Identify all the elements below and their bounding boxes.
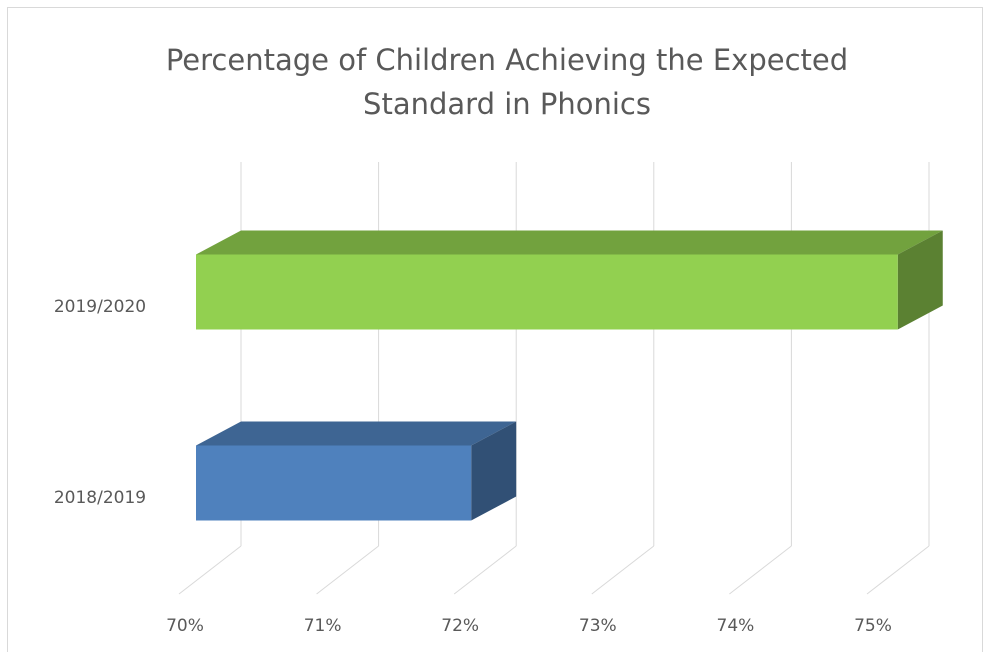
bar (196, 254, 898, 330)
gridlines (178, 162, 930, 595)
floor-gridline (729, 545, 792, 595)
x-tick-label: 71% (304, 616, 342, 636)
x-tick-label: 70% (166, 616, 204, 636)
bar-side-face (897, 230, 943, 330)
x-tick-label: 72% (441, 616, 479, 636)
bar (196, 445, 472, 521)
bar-side-face (471, 421, 517, 521)
floor-gridline (866, 545, 930, 595)
labels: 70% 71% 72% 73% 74% 75% 2019/2020 2018/2019 (54, 297, 892, 636)
floor-gridline (453, 545, 517, 595)
category-label: 2018/2019 (54, 488, 146, 508)
category-label: 2019/2020 (54, 297, 146, 317)
floor-gridline (178, 545, 242, 595)
x-tick-label: 73% (579, 616, 617, 636)
chart-title: Percentage of Children Achieving the Exp… (165, 43, 849, 121)
bars (196, 230, 943, 521)
bar-top-face (196, 230, 943, 255)
bar-top-face (196, 421, 517, 446)
floor-gridline (591, 545, 655, 595)
floor-gridline (316, 545, 379, 595)
x-tick-label: 75% (854, 616, 892, 636)
x-tick-label: 74% (717, 616, 755, 636)
